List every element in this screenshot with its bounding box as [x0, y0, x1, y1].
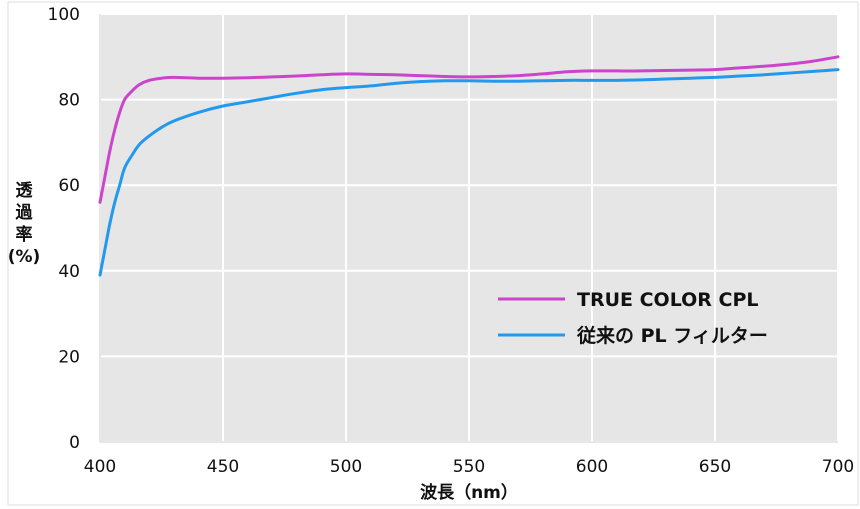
- y-tick-label: 100: [48, 5, 80, 25]
- y-axis-label-part: 率: [16, 224, 33, 245]
- y-axis-label-part: 過: [16, 203, 34, 223]
- x-tick-label: 550: [453, 457, 485, 477]
- series-lines: [98, 55, 840, 277]
- series-line-conventional-pl: [98, 68, 840, 277]
- x-tick-label: 450: [207, 457, 239, 477]
- y-tick-label: 20: [58, 347, 80, 367]
- x-tick-label: 400: [84, 457, 116, 477]
- x-tick-label: 650: [699, 457, 731, 477]
- y-tick-label: 60: [58, 176, 80, 196]
- x-axis-label: 波長（nm）: [420, 482, 518, 503]
- chart-outer-border: [7, 1, 859, 506]
- tick-labels: 400 450 500 550 600 650 700 0 20 40 60 80 100: [48, 5, 855, 477]
- y-axis-label-part: 透: [16, 180, 34, 201]
- x-tick-label: 700: [822, 457, 854, 477]
- y-axis-label-part: (%): [8, 247, 41, 267]
- y-axis-label: 透過率(%): [8, 180, 41, 267]
- y-tick-label: 40: [58, 262, 80, 282]
- x-tick-label: 600: [576, 457, 608, 477]
- y-tick-label: 80: [58, 91, 80, 111]
- x-tick-label: 500: [330, 457, 362, 477]
- grid-lines: [99, 13, 839, 443]
- legend-label: TRUE COLOR CPL: [577, 289, 759, 311]
- legend-label: 従来の PL フィルター: [576, 324, 768, 347]
- legend: TRUE COLOR CPL 従来の PL フィルター: [498, 289, 768, 347]
- series-line-true-color-cpl: [98, 55, 840, 204]
- y-tick-label: 0: [69, 433, 80, 453]
